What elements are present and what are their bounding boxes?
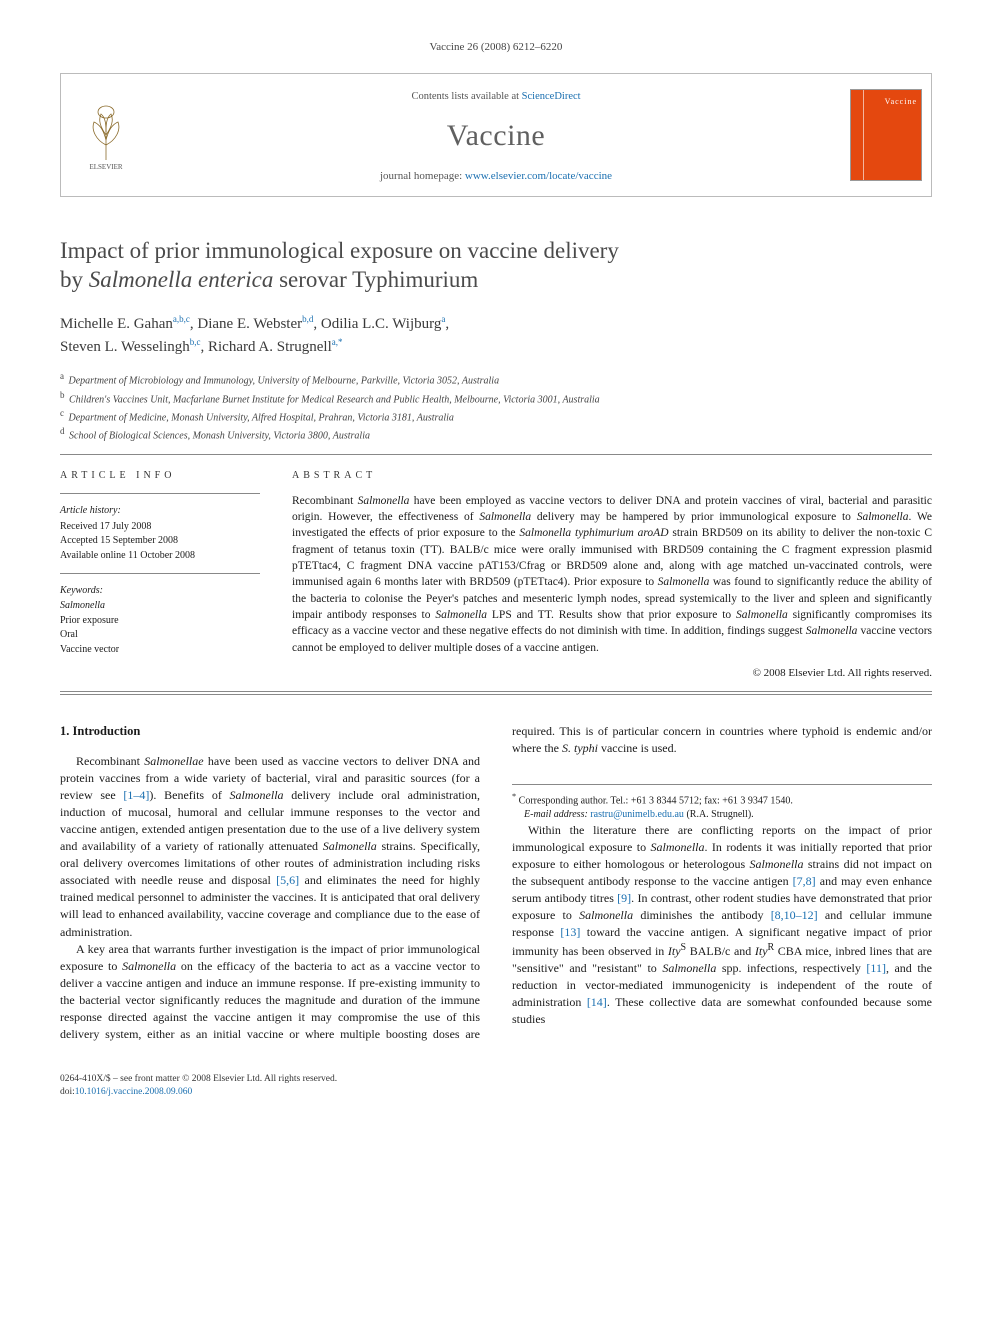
italic-term: Salmonella [579,908,633,922]
italic-term: Salmonella [662,961,716,975]
author-name: Steven L. Wesselingh [60,339,190,355]
citation-link[interactable]: [13] [560,925,580,939]
italic-term: Salmonella [323,839,377,853]
sciencedirect-link[interactable]: ScienceDirect [522,91,581,102]
italic-term: Salmonella [857,511,909,523]
author-name: Odilia L.C. Wijburg [321,316,442,332]
corresponding-star-icon: * [338,337,343,347]
author-affil-sup: a,b,c [173,314,190,324]
running-head: Vaccine 26 (2008) 6212–6220 [60,40,932,55]
keyword-item: Vaccine vector [60,643,260,658]
cover-title: Vaccine [855,96,917,107]
rule-top [60,454,932,455]
corresponding-author-block: * Corresponding author. Tel.: +61 3 8344… [512,784,932,822]
history-received: Received 17 July 2008 [60,520,260,535]
history-online: Available online 11 October 2008 [60,549,260,564]
journal-homepage-link[interactable]: www.elsevier.com/locate/vaccine [465,170,612,182]
italic-term: Salmonella [435,609,487,621]
author-affil-sup: a [441,314,445,324]
footer-doi-prefix: doi: [60,1087,75,1097]
abstract-text: Recombinant Salmonella have been employe… [292,493,932,656]
journal-header-box: ELSEVIER Contents lists available at Sci… [60,73,932,197]
title-line-2-post: serovar Typhimurium [273,267,478,292]
affiliation-line: b Children's Vaccines Unit, Macfarlane B… [60,389,932,407]
sup-s: S [681,942,687,953]
rule-body-top [60,694,932,695]
citation-link[interactable]: [11] [866,961,886,975]
publisher-logo-cell: ELSEVIER [61,74,151,196]
section-heading-intro: 1. Introduction [60,723,480,741]
journal-name: Vaccine [159,115,833,157]
citation-link[interactable]: [1–4] [123,788,149,802]
italic-term: Ity [755,944,768,958]
journal-cover-thumb: Vaccine [850,89,922,181]
contents-prefix: Contents lists available at [411,91,521,102]
article-info-column: ARTICLE INFO Article history: Received 1… [60,469,260,682]
italic-term: Salmonella [122,959,176,973]
keyword-item: Salmonella [60,599,260,614]
italic-term: Salmonella [658,576,710,588]
italic-term: Salmonella [651,840,705,854]
affiliation-line: d School of Biological Sciences, Monash … [60,425,932,443]
elsevier-logo-label: ELSEVIER [89,163,122,170]
homepage-prefix: journal homepage: [380,170,465,182]
authors-list: Michelle E. Gahana,b,c, Diane E. Webster… [60,313,932,359]
elsevier-logo-icon: ELSEVIER [76,100,136,170]
italic-term: S. typhi [562,741,598,755]
italic-term: Salmonella typhimurium aroAD [519,527,668,539]
title-line-1: Impact of prior immunological exposure o… [60,238,619,263]
keyword-item: Prior exposure [60,614,260,629]
italic-term: Ity [668,944,681,958]
citation-link[interactable]: [14] [587,995,607,1009]
citation-link[interactable]: [9] [617,891,631,905]
citation-link[interactable]: [5,6] [276,873,299,887]
corr-label: Corresponding author. Tel.: +61 3 8344 5… [519,795,793,806]
citation-link[interactable]: [7,8] [793,874,816,888]
article-info-heading: ARTICLE INFO [60,469,260,483]
body-two-column: 1. Introduction Recombinant Salmonellae … [60,723,932,1042]
affiliation-line: a Department of Microbiology and Immunol… [60,370,932,388]
affiliations-list: a Department of Microbiology and Immunol… [60,370,932,443]
title-line-2-pre: by [60,267,89,292]
keyword-item: Oral [60,628,260,643]
rule-abs-bottom [60,691,932,692]
abstract-column: ABSTRACT Recombinant Salmonella have bee… [292,469,932,682]
article-title: Impact of prior immunological exposure o… [60,237,932,295]
italic-term: Salmonella [358,495,410,507]
affiliation-line: c Department of Medicine, Monash Univers… [60,407,932,425]
author-name: Michelle E. Gahan [60,316,173,332]
journal-cover-cell: Vaccine [841,74,931,196]
italic-term: Salmonellae [144,754,203,768]
intro-para-1: Recombinant Salmonellae have been used a… [60,753,480,940]
corr-email-label: E-mail address: [524,809,590,820]
italic-term: Salmonella [736,609,788,621]
history-label: Article history: [60,504,260,518]
abstract-copyright: © 2008 Elsevier Ltd. All rights reserved… [292,666,932,681]
title-line-2-ital: Salmonella enterica [89,267,274,292]
journal-header-mid: Contents lists available at ScienceDirec… [151,74,841,196]
author-affil-sup: b,c [190,337,201,347]
citation-link[interactable]: [8,10–12] [771,908,818,922]
contents-available-line: Contents lists available at ScienceDirec… [159,90,833,105]
abstract-heading: ABSTRACT [292,469,932,483]
sup-r: R [768,942,775,953]
author-name: Richard A. Strugnell [208,339,332,355]
page-footer: 0264-410X/$ – see front matter © 2008 El… [60,1073,932,1100]
journal-homepage-line: journal homepage: www.elsevier.com/locat… [159,169,833,184]
italic-term: Salmonella [806,625,858,637]
corr-email-who: (R.A. Strugnell). [684,809,754,820]
corr-email-link[interactable]: rastru@unimelb.edu.au [590,809,684,820]
footer-front-matter: 0264-410X/$ – see front matter © 2008 El… [60,1073,932,1086]
author-affil-sup: b,d [302,314,313,324]
keywords-label: Keywords: [60,584,260,598]
history-accepted: Accepted 15 September 2008 [60,534,260,549]
footer-doi-link[interactable]: 10.1016/j.vaccine.2008.09.060 [75,1087,192,1097]
italic-term: Salmonella [750,857,804,871]
author-name: Diane E. Webster [197,316,302,332]
italic-term: Salmonella [230,788,284,802]
intro-para-3: Within the literature there are conflict… [512,822,932,1028]
italic-term: Salmonella [479,511,531,523]
